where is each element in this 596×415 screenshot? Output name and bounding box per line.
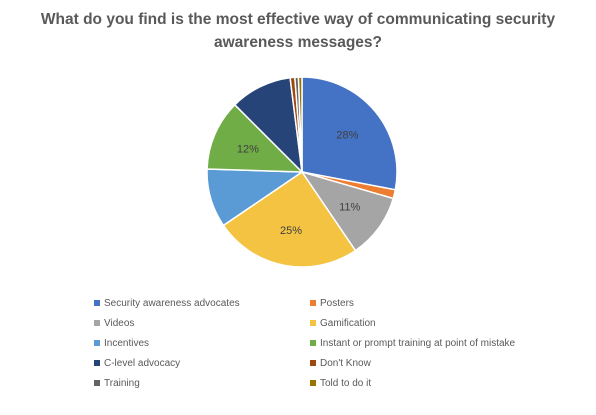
legend-swatch-c-level-advocacy (94, 360, 100, 366)
legend-swatch-told-to-do-it (310, 380, 316, 386)
legend-swatch-gamification (310, 320, 316, 326)
legend-swatch-don-t-know (310, 360, 316, 366)
data-label-videos: 11% (339, 202, 360, 214)
legend-label-videos: Videos (104, 318, 134, 329)
legend-swatch-training (94, 380, 100, 386)
data-label-security-awareness-advocates: 28% (336, 130, 358, 142)
pie-slice-told-to-do-it (297, 76, 303, 173)
legend-label-security-awareness-advocates: Security awareness advocates (104, 298, 240, 309)
legend-label-posters: Posters (320, 298, 354, 309)
pie-slice-videos (300, 170, 395, 252)
data-label-instant-or-prompt-training-at-point-of-mistake: 12% (237, 144, 259, 156)
legend-swatch-videos (94, 320, 100, 326)
legend-label-training: Training (104, 378, 140, 389)
legend-label-told-to-do-it: Told to do it (320, 378, 371, 389)
legend-swatch-incentives (94, 340, 100, 346)
legend-swatch-security-awareness-advocates (94, 300, 100, 306)
chart-title-line-2: awareness messages? (214, 34, 382, 51)
legend-label-gamification: Gamification (320, 318, 376, 329)
legend-label-don-t-know: Don't Know (320, 358, 372, 369)
legend-swatch-posters (310, 300, 316, 306)
pie-slices (206, 76, 398, 268)
legend-label-instant-or-prompt-training-at-point-of-mistake: Instant or prompt training at point of m… (320, 338, 516, 349)
pie-data-labels: 28% 11% 25% 12% (237, 130, 361, 237)
legend-swatch-instant-or-prompt-training-at-point-of-mistake (310, 340, 316, 346)
legend: Security awareness advocates Posters Video… (94, 298, 516, 389)
pie-slice-instant-or-prompt-training-at-point-of-mistake (206, 103, 304, 173)
legend-label-incentives: Incentives (104, 338, 149, 349)
data-label-gamification: 25% (280, 225, 302, 237)
chart-title-line-1: What do you find is the most effective w… (41, 11, 556, 28)
pie-slice-gamification (222, 170, 357, 268)
pie-slice-security-awareness-advocates (301, 76, 398, 191)
legend-label-c-level-advocacy: C-level advocacy (104, 358, 180, 369)
